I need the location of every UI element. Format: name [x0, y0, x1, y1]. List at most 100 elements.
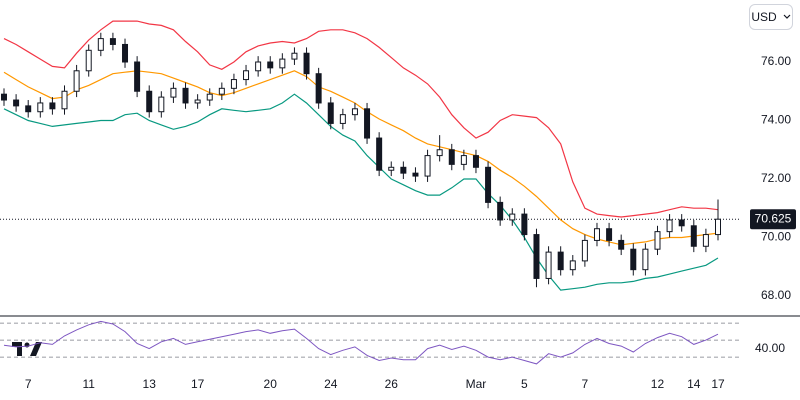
band-middle [3, 70, 719, 246]
candle [654, 225, 661, 256]
candle [218, 82, 225, 101]
candle-body [279, 58, 286, 69]
candle [436, 135, 443, 162]
candle [690, 219, 697, 253]
candle [376, 132, 383, 177]
candle [194, 94, 201, 109]
band-upper [3, 20, 719, 218]
candle-body [497, 201, 504, 221]
candle [448, 143, 455, 171]
candle-body [134, 61, 141, 92]
y-tick-label: 74.00 [761, 113, 791, 127]
candle [702, 228, 709, 253]
candle [400, 161, 407, 179]
candle-body [436, 149, 443, 157]
candle-body [303, 52, 310, 75]
candle [351, 102, 358, 121]
candle-body [170, 87, 177, 98]
candle [666, 214, 673, 238]
y-tick-label: 68.00 [761, 288, 791, 302]
candle [557, 246, 564, 276]
candle-body [545, 251, 552, 279]
candle [521, 208, 528, 241]
candle-body [109, 38, 116, 45]
candle-body [49, 102, 56, 110]
x-tick-label: 11 [82, 377, 95, 391]
candle [460, 149, 467, 171]
candle-body [678, 219, 685, 227]
candle [291, 47, 298, 65]
candle-body [1, 93, 7, 101]
candle-body [412, 172, 419, 177]
candle [303, 47, 310, 80]
candle-body [85, 49, 92, 72]
x-tick-label: 20 [264, 377, 278, 391]
last-price-label: 70.625 [755, 211, 792, 225]
candle-body [400, 166, 407, 174]
candle [485, 161, 492, 209]
candle-body [146, 90, 153, 113]
x-tick-label: 12 [651, 377, 665, 391]
candle-body [243, 70, 250, 81]
candle [49, 97, 56, 115]
candle-body [533, 234, 540, 279]
candle-body [581, 239, 588, 262]
candle [497, 196, 504, 226]
candle-body [327, 102, 334, 124]
candle-body [182, 87, 189, 104]
x-tick-label: 17 [711, 377, 725, 391]
x-tick-label: 7 [25, 377, 32, 391]
candle-body [255, 61, 262, 72]
candle [678, 214, 685, 232]
band-lower [3, 93, 719, 291]
candle-body [351, 108, 358, 116]
candle-body [485, 166, 492, 203]
candle-body [448, 149, 455, 165]
candle [146, 85, 153, 118]
candle [630, 243, 637, 276]
x-tick-label: 13 [143, 377, 157, 391]
candle [339, 108, 346, 130]
candle-body [194, 99, 201, 104]
y-tick-label: 70.00 [761, 230, 791, 244]
candle-body [424, 155, 431, 177]
candle [206, 88, 213, 106]
candle [267, 56, 274, 74]
candle-body [13, 99, 20, 107]
candle-body [73, 70, 80, 92]
candle-body [25, 105, 32, 113]
candle-body [702, 234, 709, 247]
rsi-line [3, 320, 719, 365]
candle [327, 97, 334, 130]
candle [642, 243, 649, 276]
candle-body [606, 228, 613, 241]
candle [61, 85, 68, 115]
candle [545, 246, 552, 285]
candle [509, 208, 516, 226]
candle [230, 73, 237, 95]
x-tick-label: 17 [191, 377, 205, 391]
candle-body [376, 137, 383, 171]
candle [472, 149, 479, 174]
candle [25, 100, 32, 118]
candle [243, 64, 250, 86]
candle-body [521, 213, 528, 236]
currency-button[interactable]: USD [749, 4, 793, 30]
candle-body [291, 52, 298, 60]
candle-body [509, 213, 516, 221]
candle [255, 56, 262, 77]
candle [182, 82, 189, 109]
candle-body [206, 93, 213, 101]
candle [73, 64, 80, 98]
candle-body [593, 228, 600, 241]
candle [618, 234, 625, 256]
candle-body [61, 90, 68, 110]
candle [581, 234, 588, 267]
candle [1, 88, 7, 106]
candle [715, 199, 721, 241]
candle [85, 44, 92, 77]
candle [606, 222, 613, 247]
candle-body [715, 218, 721, 236]
candle-body [666, 219, 673, 233]
